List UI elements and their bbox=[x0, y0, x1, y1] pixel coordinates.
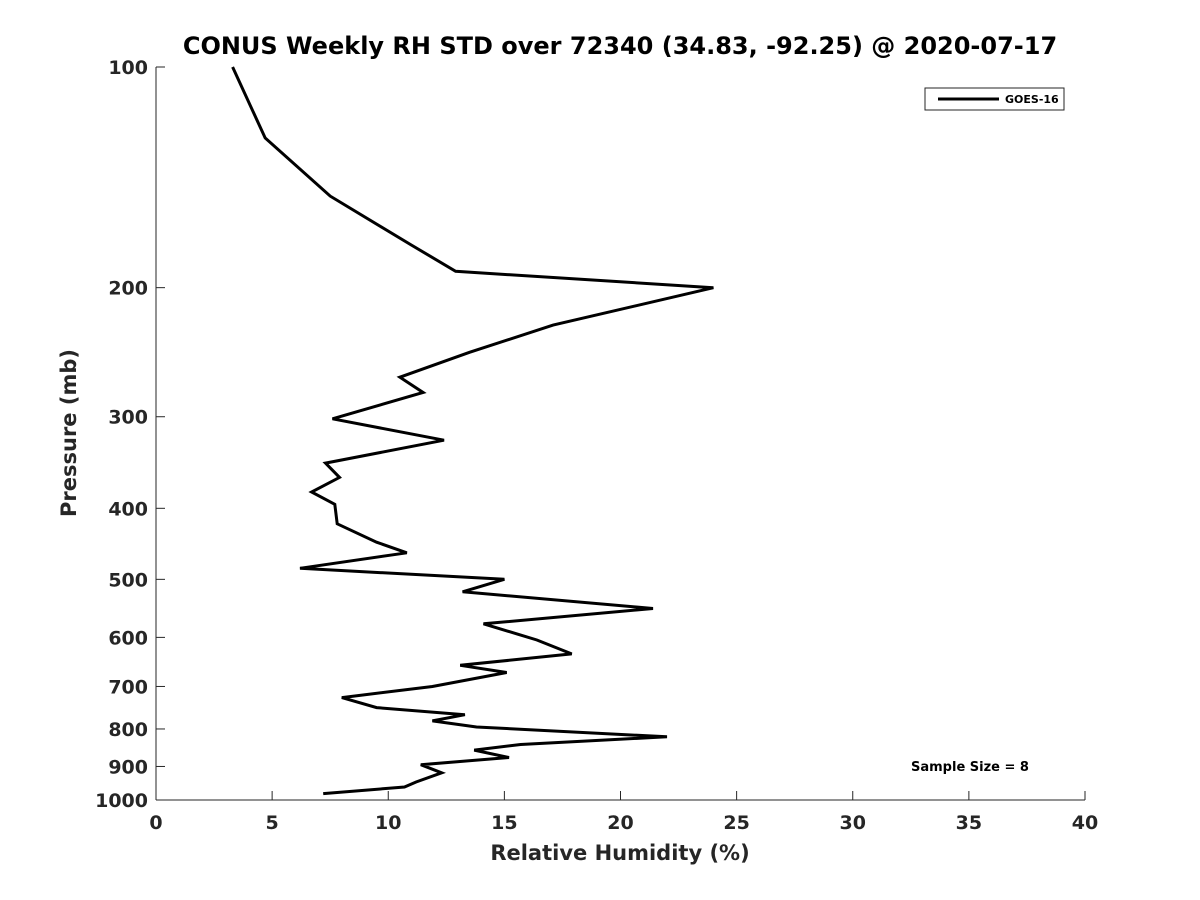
series-layer bbox=[231, 66, 714, 796]
x-tick-label: 10 bbox=[375, 812, 401, 834]
y-axis-ticks: 100 200 300 400 500 600 700 800 900 1000 bbox=[95, 57, 165, 812]
x-tick-label: 15 bbox=[491, 812, 517, 834]
x-tick-label: 5 bbox=[266, 812, 279, 834]
y-tick-label: 400 bbox=[108, 498, 148, 520]
y-tick-label: 800 bbox=[108, 719, 148, 741]
plot-background bbox=[156, 67, 1085, 800]
chart-title: CONUS Weekly RH STD over 72340 (34.83, -… bbox=[183, 32, 1057, 60]
x-tick-label: 0 bbox=[149, 812, 162, 834]
x-tick-label: 30 bbox=[840, 812, 866, 834]
x-axis-ticks: 0 5 10 15 20 25 30 35 40 bbox=[149, 791, 1098, 834]
x-tick-label: 25 bbox=[723, 812, 749, 834]
y-tick-label: 900 bbox=[108, 756, 148, 778]
y-tick-label: 1000 bbox=[95, 790, 148, 812]
y-tick-label: 500 bbox=[108, 569, 148, 591]
sample-size-annotation: Sample Size = 8 bbox=[911, 760, 1029, 775]
x-tick-label: 40 bbox=[1072, 812, 1098, 834]
plot-area: 0 5 10 15 20 25 30 35 40 100 200 300 400 500 600 700 80… bbox=[95, 57, 1098, 834]
x-axis-label: Relative Humidity (%) bbox=[490, 841, 749, 865]
y-tick-label: 200 bbox=[108, 278, 148, 300]
x-tick-label: 35 bbox=[956, 812, 982, 834]
y-tick-label: 700 bbox=[108, 676, 148, 698]
x-tick-label: 20 bbox=[607, 812, 633, 834]
legend: GOES-16 bbox=[924, 87, 1065, 111]
y-tick-label: 300 bbox=[108, 407, 148, 429]
y-axis-label: Pressure (mb) bbox=[57, 349, 81, 517]
y-tick-label: 100 bbox=[108, 57, 148, 79]
y-tick-label: 600 bbox=[108, 627, 148, 649]
legend-label: GOES-16 bbox=[1005, 93, 1059, 106]
